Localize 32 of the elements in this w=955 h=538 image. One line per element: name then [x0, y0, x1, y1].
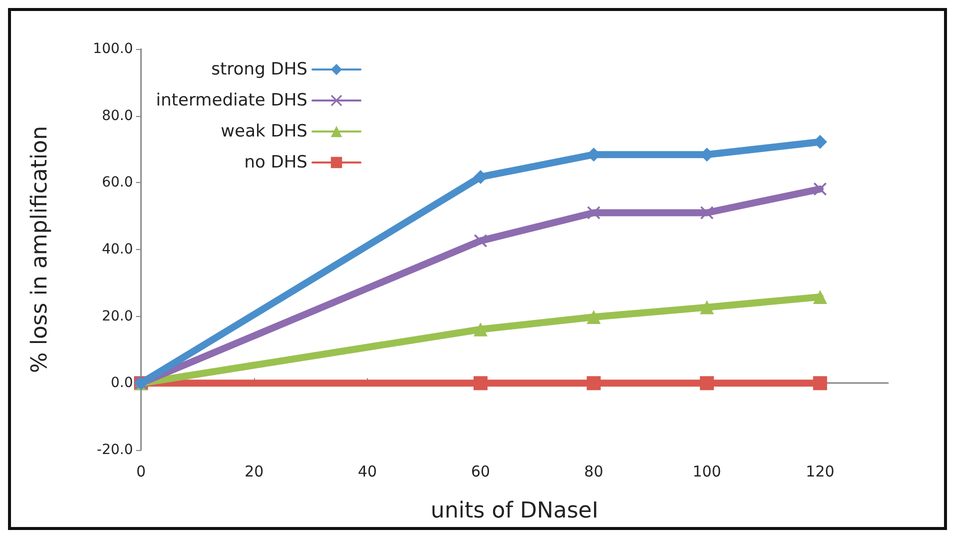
y-axis-title: % loss in amplification [28, 126, 52, 374]
point [474, 322, 488, 336]
y-tick-label: 40.0 [102, 242, 133, 258]
legend-label: strong DHS [211, 60, 308, 80]
point [813, 376, 828, 390]
legend-label: weak DHS [220, 122, 308, 142]
y-tick-label: 80.0 [102, 108, 133, 124]
point [700, 376, 714, 390]
point [587, 206, 600, 220]
y-tick-label: 0.0 [110, 375, 133, 392]
x-tick-label: 20 [244, 462, 264, 480]
point [586, 310, 601, 324]
x-tick-label: 120 [806, 462, 834, 480]
y-tick-label: 20.0 [102, 308, 133, 324]
point [700, 300, 714, 314]
x-tick-label: 0 [136, 462, 146, 480]
point [474, 234, 488, 248]
x-axis-title: units of DNaseI [430, 498, 598, 524]
y-tick-label: 60.0 [102, 174, 133, 191]
point [813, 290, 828, 304]
x-tick-label: 60 [471, 462, 490, 480]
y-tick-label: 100.0 [92, 41, 133, 57]
point [586, 376, 601, 390]
y-tick-label: -20.0 [96, 442, 133, 458]
x-tick-label: 80 [584, 462, 604, 480]
x-tick-label: 100 [692, 462, 722, 480]
point [814, 182, 827, 196]
point [474, 376, 488, 390]
point [700, 206, 714, 220]
legend-label: no DHS [244, 152, 308, 172]
legend-label: intermediate DHS [156, 90, 308, 110]
x-tick-label: 40 [358, 462, 377, 480]
